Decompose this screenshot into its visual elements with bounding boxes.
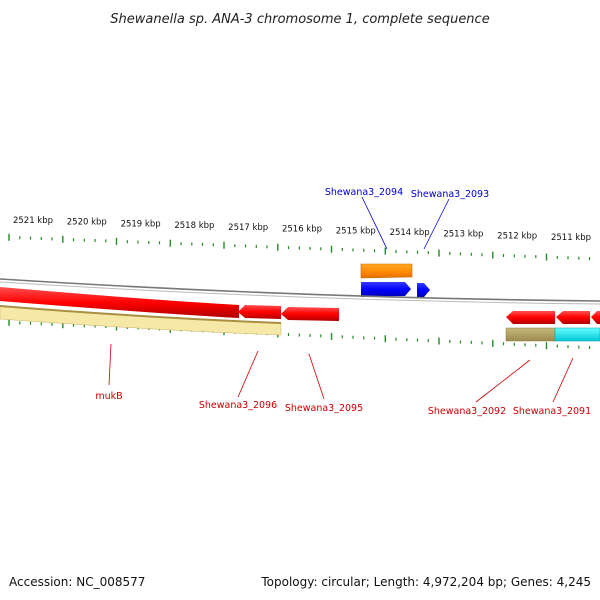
gene-label-shewana3-2095[interactable]: Shewana3_2095 [285,403,363,414]
gene-label-shewana3-2096[interactable]: Shewana3_2096 [199,400,277,411]
feature-tan-edge [0,305,282,324]
gene-label-shewana3-2092[interactable]: Shewana3_2092 [428,406,506,417]
gene-arrow-shewana3-2095[interactable] [281,307,339,321]
callout-line-shewana3-2091 [552,357,574,403]
ruler-ticks-outer [8,233,591,261]
feature-orange-shewana3-2094[interactable] [360,263,413,279]
ruler-label: 2519 kbp [121,220,161,230]
gene-arrow-shewana3-2096[interactable] [238,305,281,319]
gene-arrow-partial[interactable] [591,311,600,324]
callout-line-shewana3-2096 [237,350,259,398]
ruler-label: 2514 kbp [390,228,430,238]
ruler-label: 2515 kbp [336,226,376,236]
accession-text: Accession: NC_008577 [9,575,145,589]
backbone-inner [0,281,600,305]
ruler-label: 2511 kbp [551,233,591,243]
ruler-labels: 2521 kbp 2520 kbp 2519 kbp 2518 kbp 2517 kbp… [13,216,591,243]
callout-line-shewana3-2094 [361,196,388,250]
gene-arrow-mukb[interactable] [0,287,239,318]
gene-arrow-shewana3-2094[interactable] [361,282,411,297]
feature-cyan-shewana3-2091[interactable] [554,327,600,342]
gene-label-shewana3-2093[interactable]: Shewana3_2093 [411,189,489,200]
ruler-label: 2517 kbp [228,223,268,233]
gene-arrow-shewana3-2091[interactable] [556,311,590,324]
ruler-label: 2513 kbp [443,230,483,240]
callout-line-shewana3-2093 [423,198,450,250]
gene-arrow-shewana3-2093[interactable] [417,283,430,297]
callout-line-shewana3-2092 [475,359,531,403]
gene-label-mukb[interactable]: mukB [95,391,122,402]
ruler-label: 2512 kbp [497,231,537,241]
map-title: Shewanella sp. ANA-3 chromosome 1, compl… [110,12,489,27]
ruler-label: 2520 kbp [67,218,107,228]
gene-label-shewana3-2091[interactable]: Shewana3_2091 [513,406,591,417]
callout-line-shewana3-2095 [308,353,325,400]
ruler-label: 2518 kbp [174,221,214,231]
ruler-label: 2521 kbp [13,216,53,226]
feature-olive-shewana3-2092[interactable] [505,327,556,342]
ruler-label: 2516 kbp [282,225,322,235]
gene-arrow-shewana3-2092[interactable] [506,311,555,324]
gene-label-shewana3-2094[interactable]: Shewana3_2094 [325,187,403,198]
callout-line-mukb [108,343,112,386]
genome-summary-text: Topology: circular; Length: 4,972,204 bp… [260,575,591,589]
backbone-outer [0,278,600,302]
